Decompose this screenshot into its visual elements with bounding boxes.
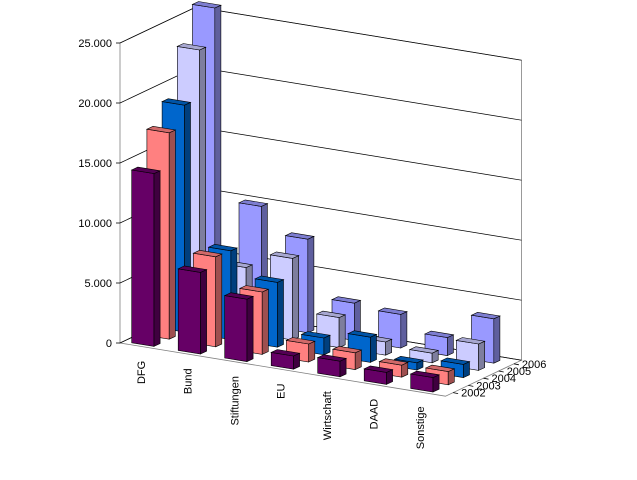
bar-top bbox=[270, 349, 301, 357]
bar-eu-2003 bbox=[285, 337, 316, 363]
bar-side bbox=[153, 170, 161, 347]
z-tick-mark bbox=[498, 370, 504, 373]
bar-top bbox=[424, 330, 455, 338]
bar-wirtschaft-2002 bbox=[316, 354, 348, 378]
bar-top bbox=[238, 285, 270, 293]
bar-top bbox=[207, 243, 239, 252]
bar-daad-2002 bbox=[363, 365, 394, 385]
bar-side bbox=[200, 269, 207, 355]
x-tick-label: DAAD bbox=[369, 399, 381, 430]
bar-top bbox=[331, 345, 363, 354]
z-tick-mark bbox=[453, 392, 459, 394]
bar-top bbox=[269, 251, 300, 259]
bar-top bbox=[408, 346, 440, 354]
chart-labels: 0 5.000 10.000 15.000 20.000 25.000 DFG Bund Sti… bbox=[78, 38, 546, 449]
x-tick-label: DFG bbox=[136, 361, 148, 384]
bar-top bbox=[284, 232, 315, 240]
bar-top bbox=[285, 337, 316, 345]
x-tick-label: EU bbox=[276, 384, 288, 399]
bar-top bbox=[363, 365, 394, 373]
bar-side bbox=[338, 314, 346, 349]
bar-top bbox=[177, 265, 208, 273]
bar-top bbox=[300, 331, 332, 339]
bar-top bbox=[223, 292, 255, 300]
bar-top bbox=[393, 355, 425, 364]
y-tick-label: 20.000 bbox=[78, 98, 112, 110]
bar-top bbox=[455, 337, 486, 345]
bar-top bbox=[409, 370, 441, 378]
y-tick-label: 5.000 bbox=[84, 278, 112, 290]
bar-top bbox=[378, 358, 409, 366]
bar-top bbox=[145, 125, 177, 134]
bar-side bbox=[277, 279, 284, 348]
bar-side bbox=[370, 333, 377, 363]
bar-top bbox=[316, 354, 348, 362]
bar-side bbox=[323, 334, 331, 356]
bar-side bbox=[168, 129, 176, 340]
series-axis-label: 2004 bbox=[492, 373, 516, 385]
bar-top bbox=[161, 98, 192, 106]
series-axis-label: 2005 bbox=[507, 366, 531, 378]
z-tick-mark bbox=[483, 377, 489, 380]
series-axis-label: 2006 bbox=[522, 359, 546, 371]
chart-bars bbox=[130, 1, 501, 393]
bar-top bbox=[191, 1, 222, 9]
bar-top bbox=[130, 166, 162, 174]
bar-side bbox=[478, 340, 486, 371]
bar-side bbox=[493, 315, 501, 364]
bar-top bbox=[238, 199, 269, 207]
bar-top bbox=[470, 311, 501, 320]
bar-side bbox=[215, 253, 223, 348]
bar-top bbox=[192, 249, 223, 258]
bar-side bbox=[400, 311, 408, 349]
bar-side bbox=[307, 235, 315, 334]
x-tick-label: Bund bbox=[183, 368, 195, 394]
bar-bund-2002 bbox=[177, 265, 208, 355]
bar-eu-2002 bbox=[270, 349, 301, 370]
bar-front bbox=[177, 268, 201, 355]
bar-top bbox=[254, 275, 285, 283]
bar-top bbox=[315, 310, 347, 318]
bar-sonstige-2002 bbox=[409, 370, 441, 393]
x-tick-label: Stiftungen bbox=[229, 376, 241, 426]
bar-top bbox=[331, 296, 362, 304]
y-tick-label: 0 bbox=[106, 338, 112, 350]
bar-dfg-2002 bbox=[130, 166, 162, 347]
bar-top bbox=[440, 357, 471, 365]
bar-side bbox=[354, 349, 362, 371]
bar-top bbox=[377, 307, 408, 315]
x-tick-label: Wirtschaft bbox=[322, 391, 334, 440]
bar-side bbox=[308, 340, 316, 363]
bar-side bbox=[339, 357, 347, 378]
x-tick-label: Sonstige bbox=[415, 406, 427, 449]
bar-front bbox=[131, 169, 155, 347]
bar-top bbox=[424, 364, 456, 372]
bar-side bbox=[446, 334, 454, 357]
y-tick-label: 15.000 bbox=[78, 158, 112, 170]
y-tick-label: 25.000 bbox=[78, 38, 112, 50]
bar-top bbox=[347, 330, 378, 338]
y-tick-label: 10.000 bbox=[78, 218, 112, 230]
series-axis-label: 2002 bbox=[461, 388, 485, 400]
bar-front bbox=[224, 295, 248, 362]
series-axis-label: 2003 bbox=[476, 380, 500, 392]
bar-side bbox=[292, 255, 300, 341]
z-tick-mark bbox=[468, 385, 474, 387]
bar-side bbox=[261, 288, 269, 355]
bar-side bbox=[246, 295, 254, 363]
z-tick-mark bbox=[513, 363, 519, 366]
bar-top bbox=[176, 43, 207, 51]
bar-stiftungen-2002 bbox=[223, 292, 255, 363]
